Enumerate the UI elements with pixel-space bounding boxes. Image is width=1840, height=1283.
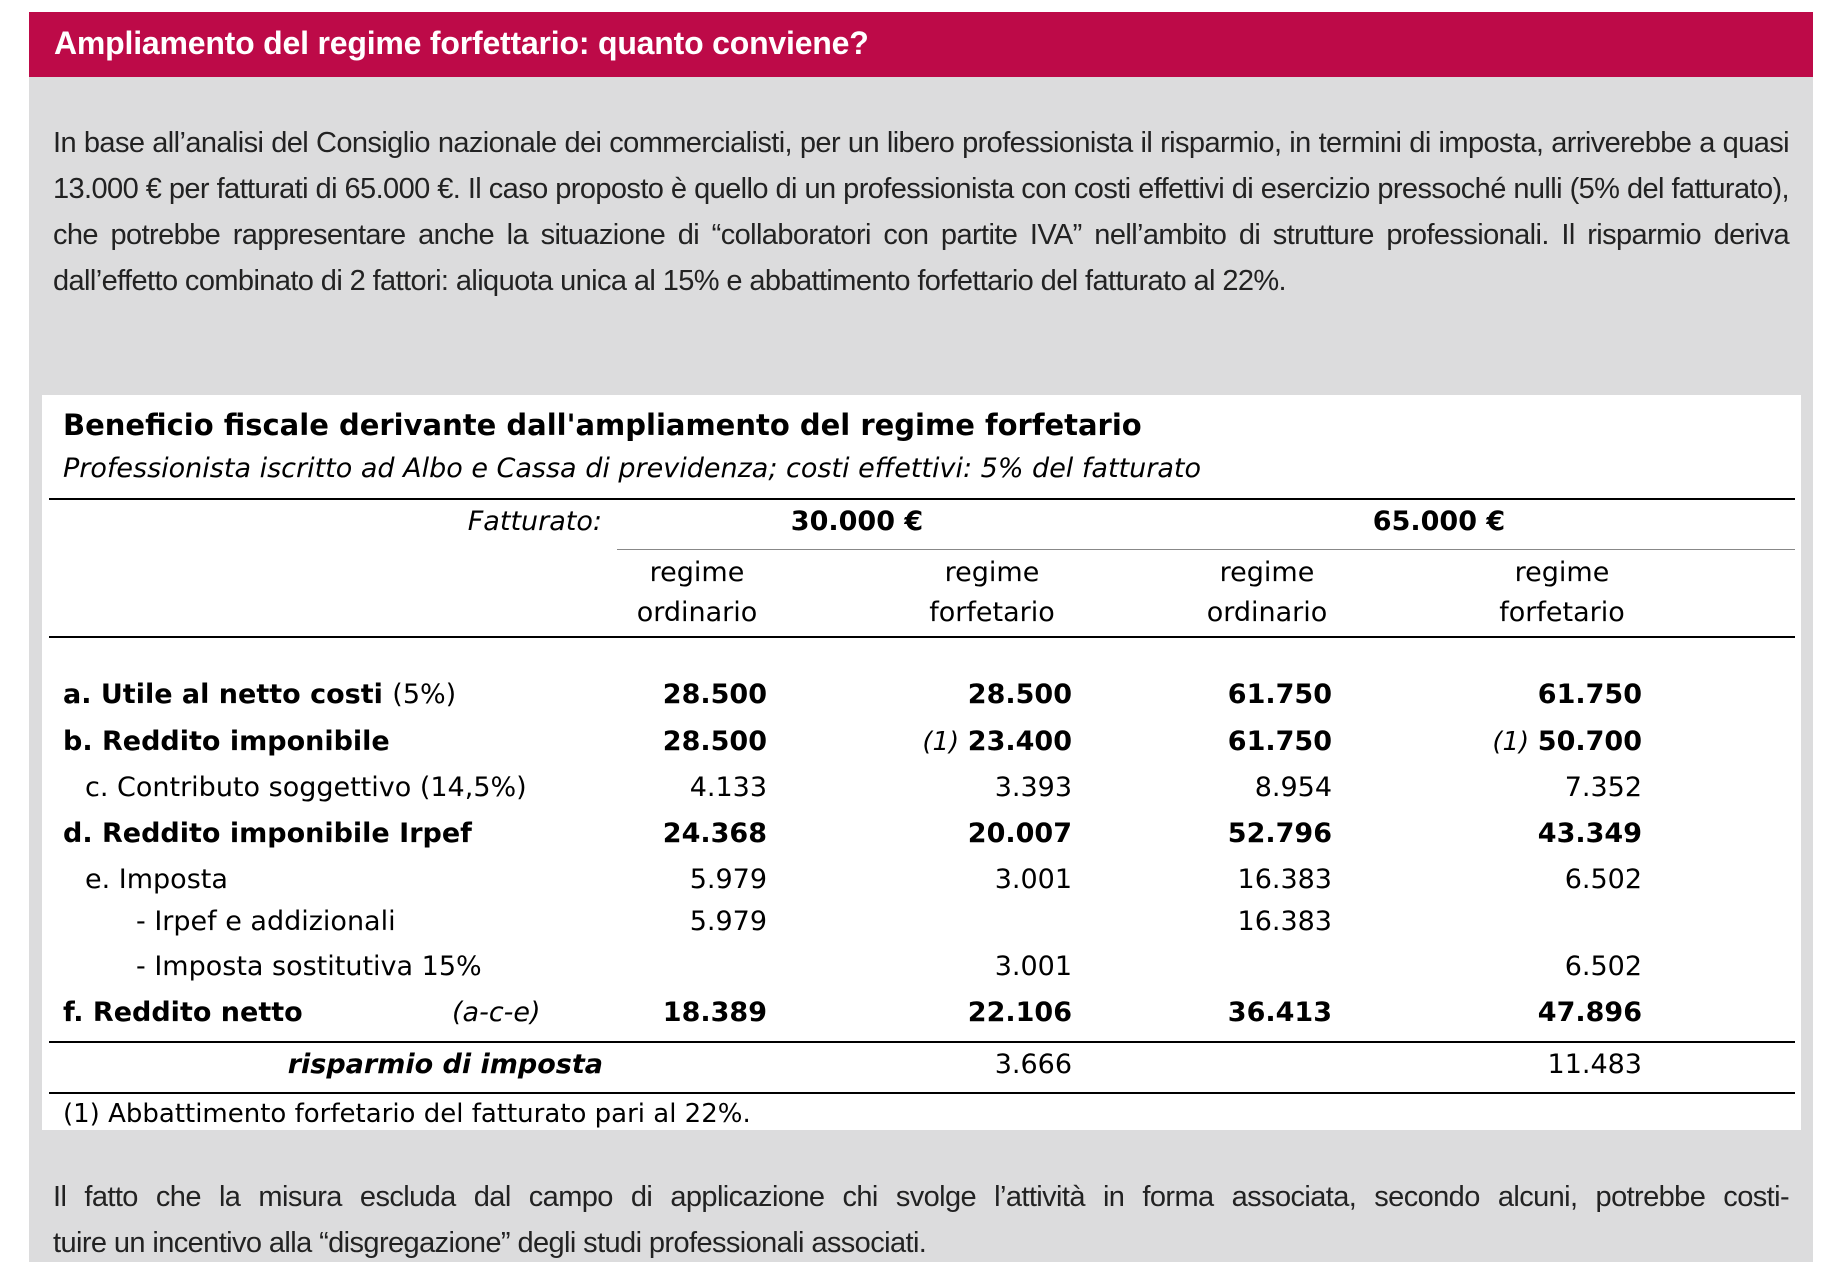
- cell-b-2: (1) 23.400: [872, 726, 1072, 758]
- colhead-forfetario-30: regime forfetario: [912, 553, 1072, 633]
- row-c-label: c. Contributo soggettivo (14,5%): [85, 772, 527, 803]
- cell-a-4: 61.750: [1537, 679, 1642, 710]
- row-f-label: f. Reddito netto: [63, 997, 303, 1028]
- rule-savings: [49, 1041, 1795, 1043]
- colhead-line1: regime: [1219, 557, 1315, 588]
- colhead-line1: regime: [649, 557, 745, 588]
- cell-d-1: 24.368: [662, 818, 767, 849]
- cell-f-3: 36.413: [1227, 997, 1332, 1028]
- table-footnote: (1) Abbattimento forfetario del fatturat…: [63, 1099, 751, 1129]
- rule-header: [49, 636, 1795, 638]
- colhead-forfetario-65: regime forfetario: [1482, 553, 1642, 633]
- cell-d-4: 43.349: [1537, 818, 1642, 849]
- cell-irpef-3: 16.383: [1237, 906, 1332, 937]
- fatturato-label: Fatturato:: [467, 506, 602, 537]
- row-suffix: (5%): [392, 679, 457, 710]
- cell-sost-4: 6.502: [1564, 951, 1642, 982]
- closing-line-1: Il fatto che la misura escluda dal campo…: [53, 1181, 1790, 1213]
- cell-value: 23.400: [967, 726, 1072, 757]
- cell-b-4: (1) 50.700: [1442, 726, 1642, 758]
- colhead-line1: regime: [944, 557, 1040, 588]
- cell-irpef-1: 5.979: [689, 906, 767, 937]
- colhead-line2: ordinario: [636, 597, 758, 628]
- row-label: a. Utile al netto costi: [63, 679, 383, 710]
- cell-value: 50.700: [1537, 726, 1642, 757]
- cell-e-1: 5.979: [689, 864, 767, 895]
- group-header-30000: 30.000 €: [790, 506, 924, 537]
- colhead-ordinario-30: regime ordinario: [617, 553, 777, 633]
- colhead-line2: forfetario: [1499, 597, 1625, 628]
- cell-f-2: 22.106: [967, 997, 1072, 1028]
- cell-c-4: 7.352: [1564, 772, 1642, 803]
- tax-table: Beneficio fiscale derivante dall'ampliam…: [42, 395, 1801, 1130]
- rule-group: [617, 549, 1795, 550]
- cell-d-2: 20.007: [967, 818, 1072, 849]
- row-b-label: b. Reddito imponibile: [63, 726, 390, 757]
- colhead-line1: regime: [1514, 557, 1610, 588]
- cell-e-2: 3.001: [994, 864, 1072, 895]
- cell-a-3: 61.750: [1227, 679, 1332, 710]
- cell-f-4: 47.896: [1537, 997, 1642, 1028]
- intro-paragraph: In base all’analisi del Consiglio nazion…: [53, 127, 1790, 297]
- savings-2: 3.666: [994, 1049, 1072, 1080]
- rule-top: [49, 498, 1795, 500]
- row-a-label: a. Utile al netto costi (5%): [63, 679, 456, 711]
- colhead-ordinario-65: regime ordinario: [1187, 553, 1347, 633]
- footnote-ref: (1): [922, 727, 960, 757]
- table-title: Beneficio fiscale derivante dall'ampliam…: [63, 408, 1142, 442]
- group-header-65000: 65.000 €: [1372, 506, 1506, 537]
- box-title: Ampliamento del regime forfettario: quan…: [54, 25, 869, 61]
- cell-b-3: 61.750: [1227, 726, 1332, 757]
- box-header: Ampliamento del regime forfettario: quan…: [29, 12, 1813, 77]
- savings-4: 11.483: [1547, 1049, 1642, 1080]
- closing-line-2: tuire un incentivo alla “disgregazione” …: [53, 1227, 927, 1259]
- cell-d-3: 52.796: [1227, 818, 1332, 849]
- rule-bottom: [49, 1092, 1795, 1094]
- colhead-line2: forfetario: [929, 597, 1055, 628]
- cell-sost-2: 3.001: [994, 951, 1072, 982]
- cell-a-2: 28.500: [967, 679, 1072, 710]
- cell-c-3: 8.954: [1254, 772, 1332, 803]
- row-sostitutiva-label: - Imposta sostitutiva 15%: [136, 951, 482, 982]
- row-f-suffix: (a-c-e): [452, 997, 541, 1028]
- colhead-line2: ordinario: [1206, 597, 1328, 628]
- cell-c-1: 4.133: [689, 772, 767, 803]
- savings-label: risparmio di imposta: [287, 1049, 603, 1080]
- info-box: Ampliamento del regime forfettario: quan…: [29, 12, 1813, 1262]
- row-irpef-label: - Irpef e addizionali: [136, 906, 396, 937]
- cell-a-1: 28.500: [662, 679, 767, 710]
- cell-f-1: 18.389: [662, 997, 767, 1028]
- table-subtitle: Professionista iscritto ad Albo e Cassa …: [63, 453, 1201, 484]
- cell-b-1: 28.500: [662, 726, 767, 757]
- cell-e-3: 16.383: [1237, 864, 1332, 895]
- row-d-label: d. Reddito imponibile Irpef: [63, 818, 472, 849]
- cell-c-2: 3.393: [994, 772, 1072, 803]
- footnote-ref: (1): [1492, 727, 1530, 757]
- cell-e-4: 6.502: [1564, 864, 1642, 895]
- row-e-label: e. Imposta: [85, 864, 228, 895]
- closing-paragraph: Il fatto che la misura escluda dal campo…: [53, 1174, 1790, 1266]
